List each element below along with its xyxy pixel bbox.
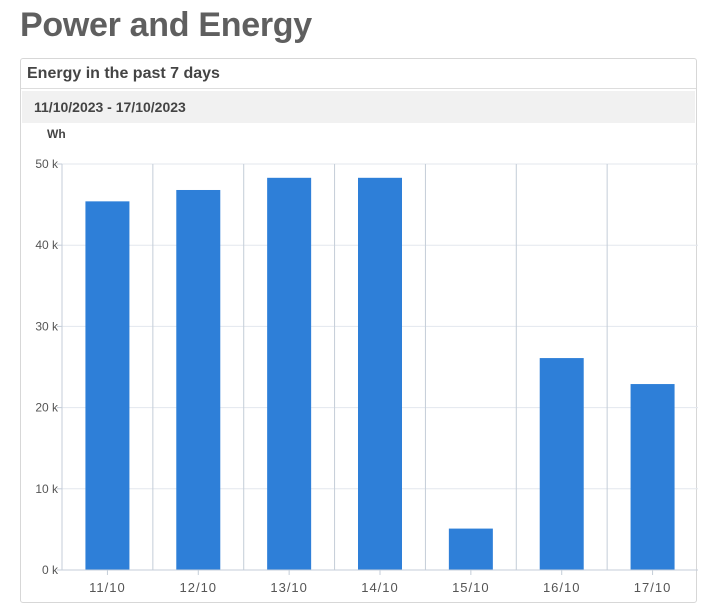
x-tick-label: 16/10 [543, 580, 581, 595]
x-tick-label: 15/10 [452, 580, 490, 595]
x-tick-label: 14/10 [361, 580, 399, 595]
bar-12-10[interactable] [176, 189, 221, 570]
y-tick-label: 30 k [35, 319, 59, 333]
y-tick-label: 50 k [35, 157, 59, 171]
y-tick-label: 0 k [42, 563, 59, 577]
x-tick-label: 13/10 [270, 580, 308, 595]
panel-divider [21, 88, 696, 89]
date-range-text: 11/10/2023 - 17/10/2023 [34, 99, 186, 115]
page-title: Power and Energy [20, 6, 312, 44]
panel-title: Energy in the past 7 days [27, 65, 220, 82]
y-tick-label: 20 k [35, 401, 59, 415]
bar-15-10[interactable] [448, 528, 493, 570]
bar-14-10[interactable] [358, 177, 402, 570]
y-tick-label: 40 k [35, 238, 59, 252]
bar-11-10[interactable] [85, 201, 130, 571]
axes [57, 163, 698, 575]
x-tick-label: 12/10 [180, 580, 218, 595]
y-tick-label: 10 k [35, 482, 59, 496]
bar-17-10[interactable] [630, 384, 675, 570]
axis-labels: 0 k 10 k 20 k 30 k 40 k 50 k 11/10 12/10 13/10 14… [35, 127, 672, 595]
x-tick-label: 17/10 [634, 580, 672, 595]
date-range-bar: 11/10/2023 - 17/10/2023 [22, 91, 695, 123]
bar-13-10[interactable] [267, 177, 312, 570]
bars [85, 177, 675, 571]
y-unit-label: Wh [47, 127, 66, 141]
x-tick-label: 11/10 [89, 580, 126, 595]
bar-16-10[interactable] [539, 358, 584, 570]
